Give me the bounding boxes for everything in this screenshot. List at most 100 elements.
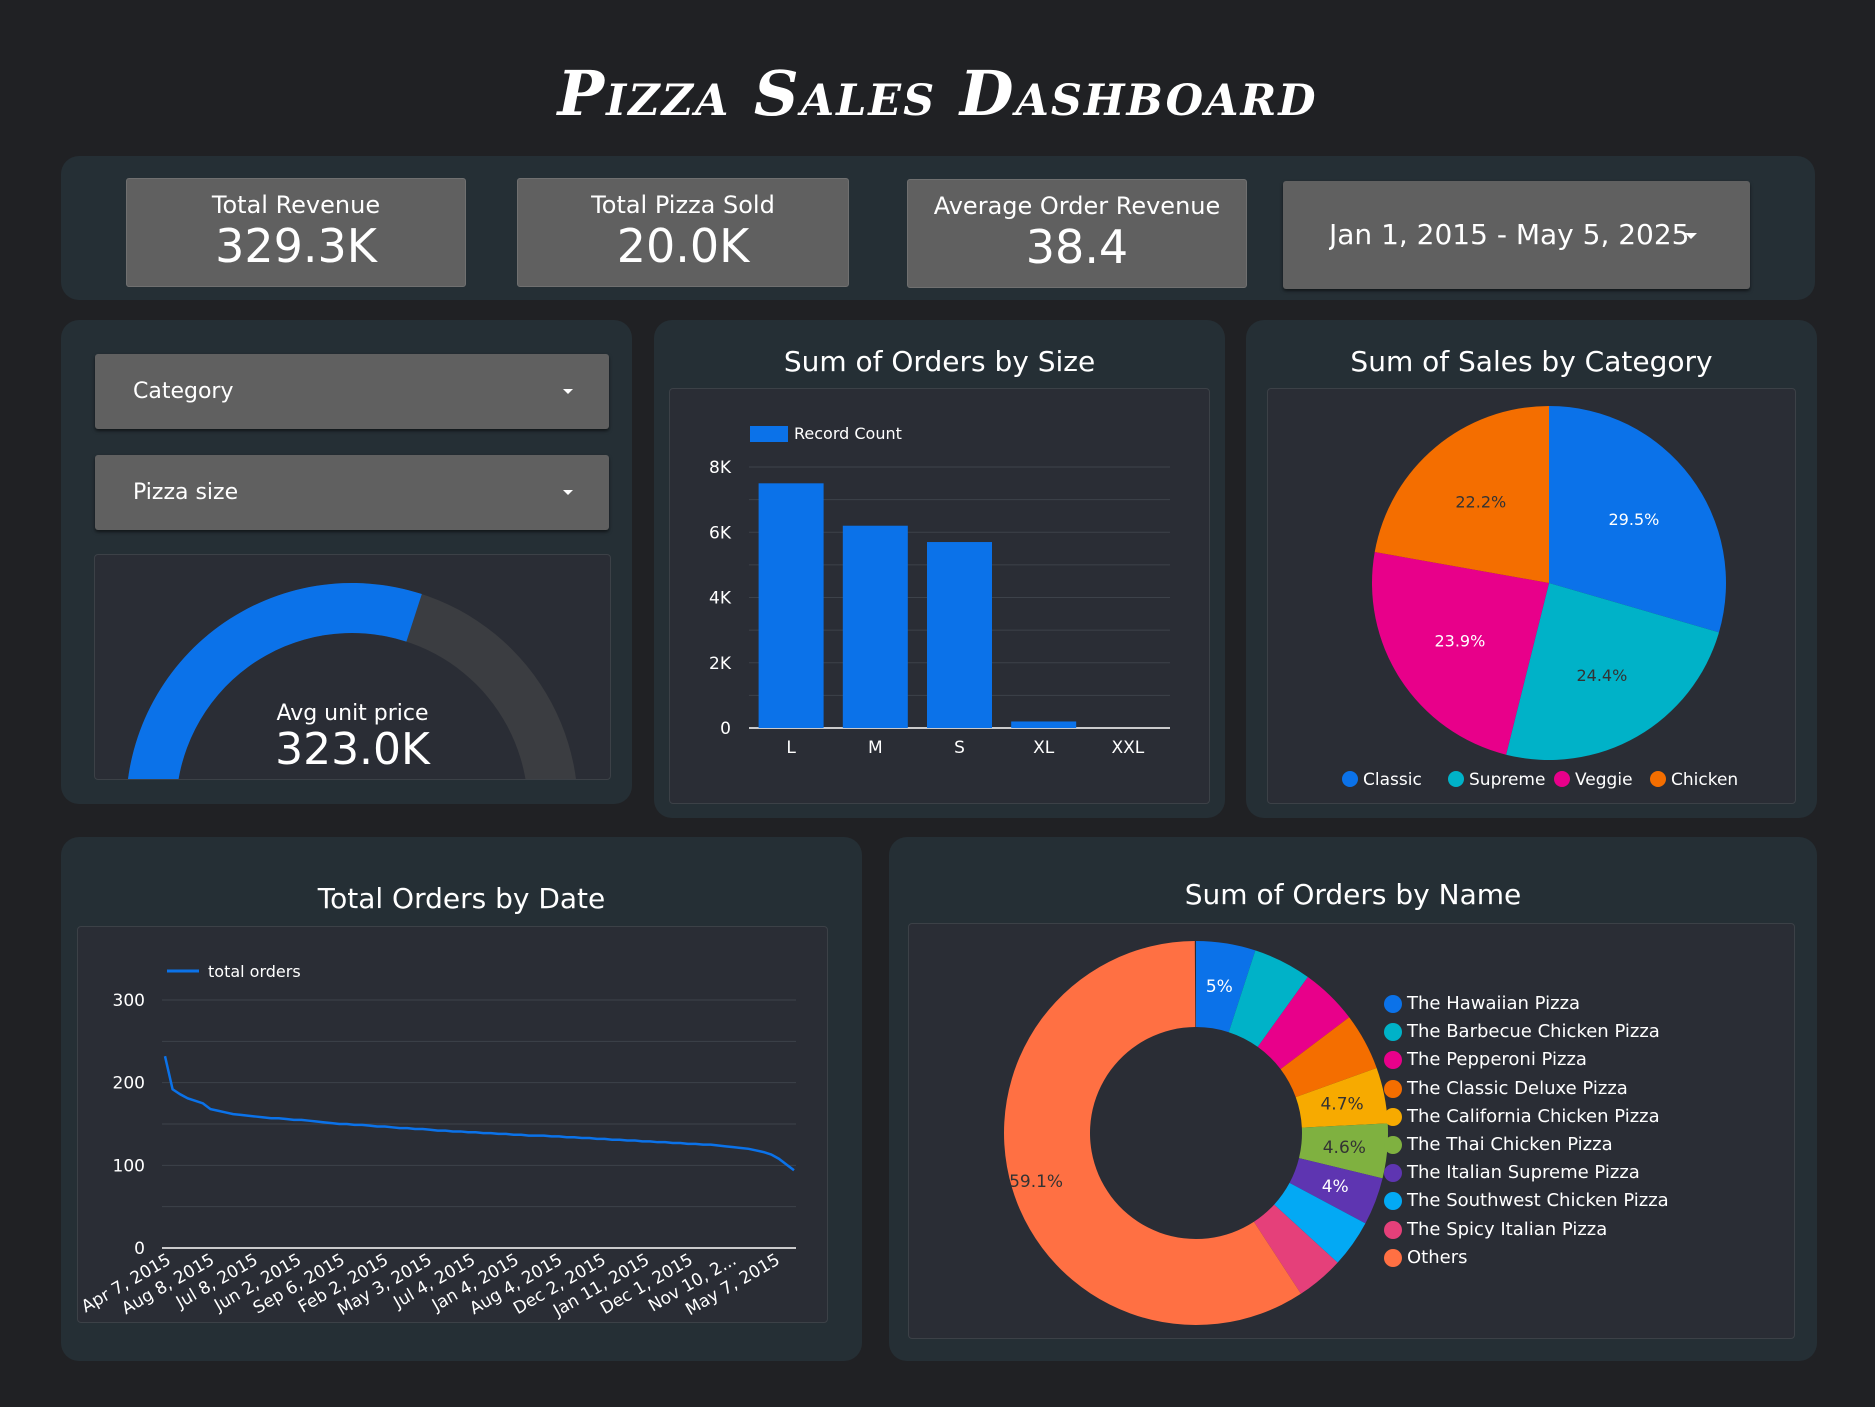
pie-chart-svg: 29.5% 24.4% 23.9% 22.2% Classic Supreme Veggie… <box>1342 406 1738 790</box>
bar <box>758 483 824 728</box>
donut-slice <box>1253 1204 1338 1294</box>
y-tick-label: 2K <box>709 654 732 674</box>
y-tick-label: 6K <box>709 523 732 543</box>
slice-label: 29.5% <box>1609 510 1660 529</box>
gauge-label: Avg unit price <box>276 701 429 726</box>
legend-dot <box>1384 1220 1402 1239</box>
kpi-value: 38.4 <box>1025 220 1129 274</box>
legend-dot <box>1384 1136 1402 1154</box>
pie-slice <box>1549 406 1726 633</box>
y-tick-label: 0 <box>720 719 731 739</box>
legend-dot <box>1384 1107 1402 1126</box>
chart-title: Sum of Sales by Category <box>1350 345 1713 378</box>
slice-label: 4.7% <box>1320 1095 1363 1115</box>
kpi-value: 20.0K <box>616 219 750 273</box>
donut-slice <box>1004 941 1301 1325</box>
gauge-chart: Avg unit price 323.0K <box>94 554 611 780</box>
legend-dot <box>1342 771 1358 787</box>
gauge-value: 323.0K <box>275 724 430 775</box>
pie-slice <box>1372 552 1549 755</box>
legend-label: Record Count <box>794 424 902 443</box>
dropdown-label: Pizza size <box>133 480 239 505</box>
kpi-label: Average Order Revenue <box>933 192 1221 220</box>
pizza-size-filter-dropdown[interactable]: Pizza size <box>95 455 609 530</box>
legend-dot <box>1384 995 1402 1013</box>
slice-label: 4% <box>1322 1177 1349 1197</box>
bar-chart: Record Count 0 2K 4K 6K 8K L M S XL XXL <box>669 388 1210 804</box>
kpi-value: 329.3K <box>215 219 377 273</box>
y-tick-label: 0 <box>134 1239 145 1259</box>
donut-slice <box>1295 1067 1388 1128</box>
legend-dot <box>1384 1164 1402 1183</box>
donut-slice <box>1274 1182 1366 1263</box>
bar <box>927 542 992 728</box>
x-tick-label: M <box>868 738 883 758</box>
legend-label: Chicken <box>1671 770 1738 790</box>
y-tick-label: 300 <box>113 991 145 1011</box>
date-range-picker[interactable]: Jan 1, 2015 - May 5, 2025 <box>1283 181 1750 289</box>
donut-slice <box>1289 1158 1383 1224</box>
pie-chart: 29.5% 24.4% 23.9% 22.2% Classic Supreme Veggie… <box>1267 388 1796 804</box>
legend-dot <box>1384 1248 1402 1267</box>
legend-item: Supreme <box>1448 770 1545 790</box>
y-tick-label: 8K <box>709 458 732 478</box>
slice-label: 23.9% <box>1434 632 1485 651</box>
legend-label: The Barbecue Chicken Pizza <box>1407 1021 1660 1043</box>
legend-label: total orders <box>208 962 301 981</box>
pie-slice <box>1506 583 1719 760</box>
legend-item: Veggie <box>1554 770 1633 790</box>
chart-title: Sum of Orders by Name <box>1184 878 1522 911</box>
donut-slice <box>1257 976 1350 1070</box>
legend-label: The Thai Chicken Pizza <box>1407 1134 1613 1155</box>
chevron-down-icon <box>563 389 573 394</box>
slice-label: 22.2% <box>1455 493 1506 512</box>
slice-label: 4.6% <box>1323 1138 1366 1158</box>
legend-dot <box>1650 771 1666 787</box>
legend-dot <box>1384 1079 1402 1098</box>
x-tick-label: XL <box>1033 738 1055 758</box>
y-tick-label: 100 <box>113 1156 145 1176</box>
donut-slice <box>1228 950 1308 1047</box>
dropdown-label: Category <box>133 379 234 404</box>
legend-label: The Spicy Italian Pizza <box>1407 1218 1608 1240</box>
donut-chart: 5% 4.7% 4.6% 4% 59.1% The Hawaiian Pizza The … <box>908 923 1795 1339</box>
dashboard-title: Pizza Sales Dashboard <box>557 57 1318 130</box>
legend-label: The Pepperoni Pizza <box>1407 1049 1587 1071</box>
legend-label: The California Chicken Pizza <box>1407 1105 1660 1127</box>
legend-dot <box>1448 771 1464 787</box>
legend-label: Veggie <box>1575 770 1633 790</box>
slice-label: 5% <box>1206 977 1233 997</box>
bar <box>1011 721 1077 728</box>
y-tick-label: 200 <box>113 1074 145 1094</box>
legend-dot <box>1384 1192 1402 1211</box>
x-tick-label: XXL <box>1112 738 1145 758</box>
bar-chart-svg: Record Count 0 2K 4K 6K 8K L M S XL XXL <box>709 424 1170 758</box>
legend-item: Classic <box>1342 770 1422 790</box>
kpi-label: Total Revenue <box>211 191 381 219</box>
avg-order-revenue-card: Average Order Revenue 38.4 <box>907 179 1247 288</box>
x-tick-label: S <box>954 738 965 758</box>
y-tick-label: 4K <box>709 589 732 609</box>
chevron-down-icon <box>1685 233 1697 239</box>
x-tick-label: L <box>786 738 796 758</box>
legend-label: Others <box>1407 1246 1468 1268</box>
legend-label: Classic <box>1363 770 1422 790</box>
legend-swatch <box>750 426 788 442</box>
donut-chart-svg: 5% 4.7% 4.6% 4% 59.1% <box>1004 941 1388 1325</box>
legend-label: The Italian Supreme Pizza <box>1407 1162 1640 1184</box>
kpi-label: Total Pizza Sold <box>591 191 775 219</box>
category-filter-dropdown[interactable]: Category <box>95 354 609 429</box>
date-range-text: Jan 1, 2015 - May 5, 2025 <box>1329 218 1690 251</box>
series-line <box>163 1055 795 1172</box>
chevron-down-icon <box>563 490 573 495</box>
slice-label: 59.1% <box>1009 1172 1063 1192</box>
donut-slice <box>1298 1123 1388 1179</box>
pie-slice <box>1374 406 1549 583</box>
legend-item: Chicken <box>1650 770 1738 790</box>
slice-label: 24.4% <box>1576 666 1627 685</box>
donut-slice <box>1280 1017 1377 1098</box>
gauge-fill <box>128 583 422 779</box>
legend-label: The Southwest Chicken Pizza <box>1407 1190 1669 1212</box>
legend-label: Supreme <box>1469 770 1545 790</box>
